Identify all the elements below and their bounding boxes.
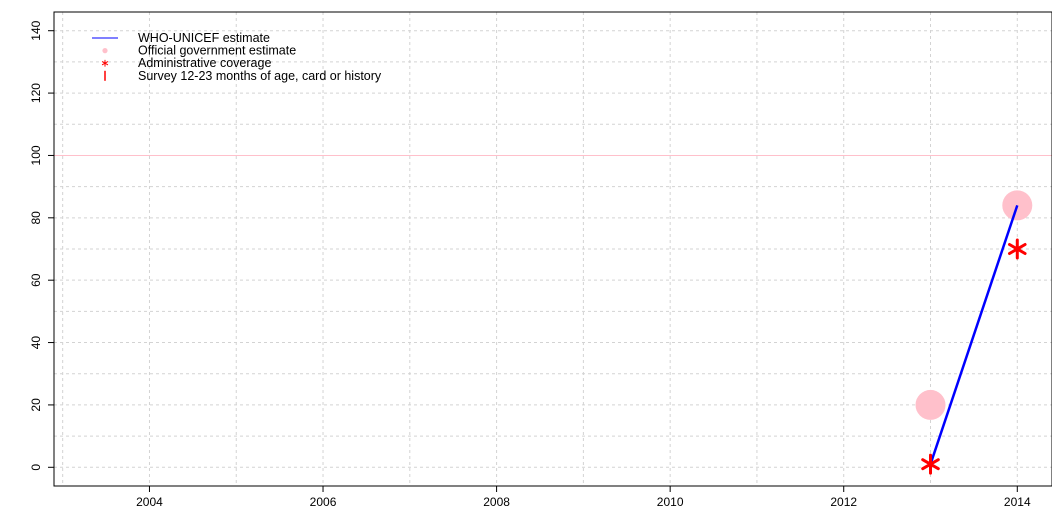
y-tick-label: 0 [29,464,43,471]
legend-label: Official government estimate [138,44,296,58]
legend-asterisk-symbol [101,59,109,67]
y-tick-label: 20 [29,398,43,412]
legend-label: WHO-UNICEF estimate [138,31,270,45]
legend-label: Administrative coverage [138,56,271,70]
administrative-coverage-point [1007,238,1027,260]
legend-circle-symbol [102,48,108,54]
y-tick-label: 120 [29,83,43,103]
y-tick-label: 80 [29,211,43,225]
y-tick-label: 40 [29,336,43,350]
x-tick-label: 2010 [657,495,684,509]
official-estimate-point [915,389,946,420]
x-tick-label: 2006 [310,495,337,509]
y-tick-label: 100 [29,145,43,165]
y-tick-label: 60 [29,273,43,287]
y-axis: 0 20 40 60 80 100 120 140 [29,20,54,471]
y-tick-label: 140 [29,20,43,40]
x-tick-label: 2014 [1004,495,1031,509]
series-layer [915,190,1033,475]
x-tick-label: 2004 [136,495,163,509]
who-unicef-estimate-line [929,204,1019,465]
legend-label: Survey 12-23 months of age, card or hist… [138,69,382,83]
x-tick-label: 2012 [830,495,857,509]
plot-frame [53,11,1052,487]
x-tick-label: 2008 [483,495,510,509]
grid [54,12,1052,486]
x-axis: 2004 2006 2008 2010 2012 2014 [136,486,1031,509]
administrative-coverage-point [921,453,940,475]
